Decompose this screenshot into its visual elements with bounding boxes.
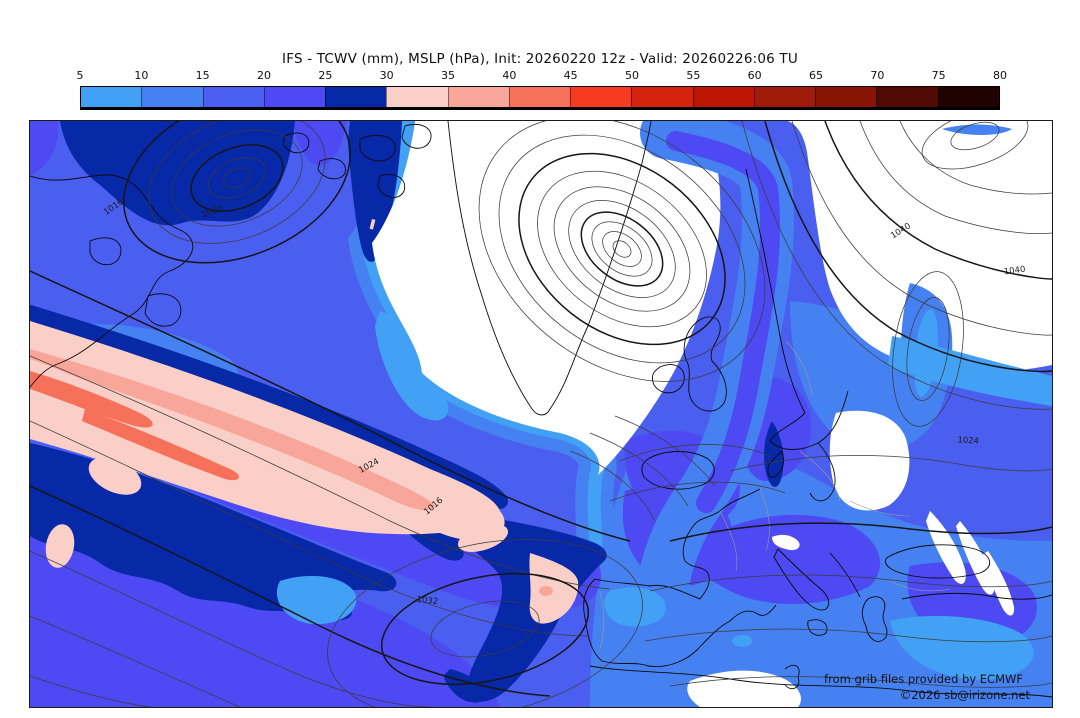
colorbar: 5 10 15 20 25 30 35 40 45 50 55 60 65 70… — [76, 69, 1008, 110]
colorbar-segment — [325, 87, 387, 107]
colorbar-tick: 70 — [870, 69, 885, 82]
chart-title: IFS - TCWV (mm), MSLP (hPa), Init: 20260… — [282, 51, 798, 67]
isobar-label: 1032 — [416, 595, 439, 607]
colorbar-segment — [692, 87, 754, 107]
colorbar-segment — [141, 87, 203, 107]
colorbar-tick: 50 — [625, 69, 639, 82]
colorbar-segment — [386, 87, 448, 107]
map-canvas: 1016 1000 1024 1016 1032 1040 1040 1024 … — [30, 121, 1052, 707]
colorbar-tick: 30 — [379, 69, 394, 82]
colorbar-segment — [447, 87, 509, 107]
colorbar-segment — [81, 87, 142, 107]
isobar-contours — [30, 121, 1052, 707]
weather-map: 1016 1000 1024 1016 1032 1040 1040 1024 … — [29, 120, 1053, 708]
colorbar-segment — [631, 87, 693, 107]
credit-source: from grib files provided by ECMWF — [824, 672, 1023, 686]
colorbar-tick: 45 — [563, 69, 578, 82]
colorbar-segment — [753, 87, 816, 107]
colorbar-tick: 80 — [993, 69, 1007, 82]
colorbar-segment — [263, 87, 326, 107]
colorbar-tick: 15 — [195, 69, 210, 82]
credits: from grib files provided by ECMWF ©2026 … — [824, 672, 1030, 702]
colorbar-segment — [876, 87, 938, 107]
dry-air-white-regions — [372, 121, 1052, 707]
colorbar-segment — [508, 87, 571, 107]
colorbar-segment — [815, 87, 877, 107]
colorbar-segment — [570, 87, 632, 107]
colorbar-segment — [937, 87, 999, 107]
colorbar-tick: 65 — [809, 69, 823, 82]
colorbar-tick: 75 — [931, 69, 946, 82]
colorbar-tick-row: 5 10 15 20 25 30 35 40 45 50 55 60 65 70… — [76, 69, 1008, 83]
isobar-label: 1024 — [957, 435, 979, 446]
colorbar-tick: 20 — [257, 69, 271, 82]
colorbar-tick: 35 — [441, 69, 455, 82]
colorbar-tick: 5 — [76, 69, 84, 82]
isobar-label: 1040 — [1003, 265, 1026, 278]
colorbar-tick: 10 — [134, 69, 149, 82]
colorbar-segment — [202, 87, 264, 107]
credit-copyright: ©2026 sb@irizone.net — [900, 688, 1031, 702]
country-borders — [599, 340, 951, 650]
colorbar-gradient — [80, 86, 1000, 110]
colorbar-tick: 60 — [747, 69, 762, 82]
tcwv-shading — [30, 121, 1052, 707]
moist-plume-band — [30, 219, 579, 624]
light-moisture-patches — [276, 575, 1034, 680]
colorbar-tick: 25 — [318, 69, 333, 82]
colorbar-tick: 40 — [502, 69, 517, 82]
colorbar-tick: 55 — [686, 69, 701, 82]
